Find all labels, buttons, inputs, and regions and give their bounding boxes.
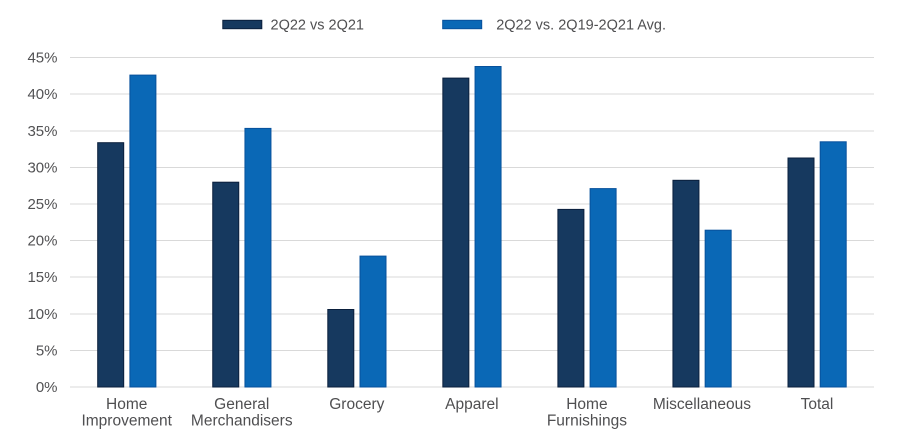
svg-text:General: General xyxy=(214,396,269,413)
svg-text:25%: 25% xyxy=(27,196,57,213)
svg-text:2Q22 vs 2Q21: 2Q22 vs 2Q21 xyxy=(271,18,365,34)
svg-text:Merchandisers: Merchandisers xyxy=(191,413,293,430)
svg-text:Apparel: Apparel xyxy=(445,396,498,413)
svg-text:5%: 5% xyxy=(36,342,58,359)
svg-text:10%: 10% xyxy=(27,306,57,323)
svg-text:35%: 35% xyxy=(27,123,57,140)
svg-text:Home: Home xyxy=(566,396,607,413)
svg-text:40%: 40% xyxy=(27,86,57,103)
svg-text:Home: Home xyxy=(106,396,147,413)
svg-text:Grocery: Grocery xyxy=(329,396,384,413)
svg-text:Improvement: Improvement xyxy=(81,413,172,430)
svg-text:Total: Total xyxy=(801,396,834,413)
svg-text:45%: 45% xyxy=(27,50,57,67)
svg-text:Furnishings: Furnishings xyxy=(547,413,627,430)
svg-text:Miscellaneous: Miscellaneous xyxy=(653,396,751,413)
svg-text:20%: 20% xyxy=(27,233,57,250)
svg-text:30%: 30% xyxy=(27,159,57,176)
svg-text:0%: 0% xyxy=(36,379,58,396)
svg-text:2Q22 vs. 2Q19-2Q21 Avg.: 2Q22 vs. 2Q19-2Q21 Avg. xyxy=(496,18,666,34)
svg-text:15%: 15% xyxy=(27,269,57,286)
